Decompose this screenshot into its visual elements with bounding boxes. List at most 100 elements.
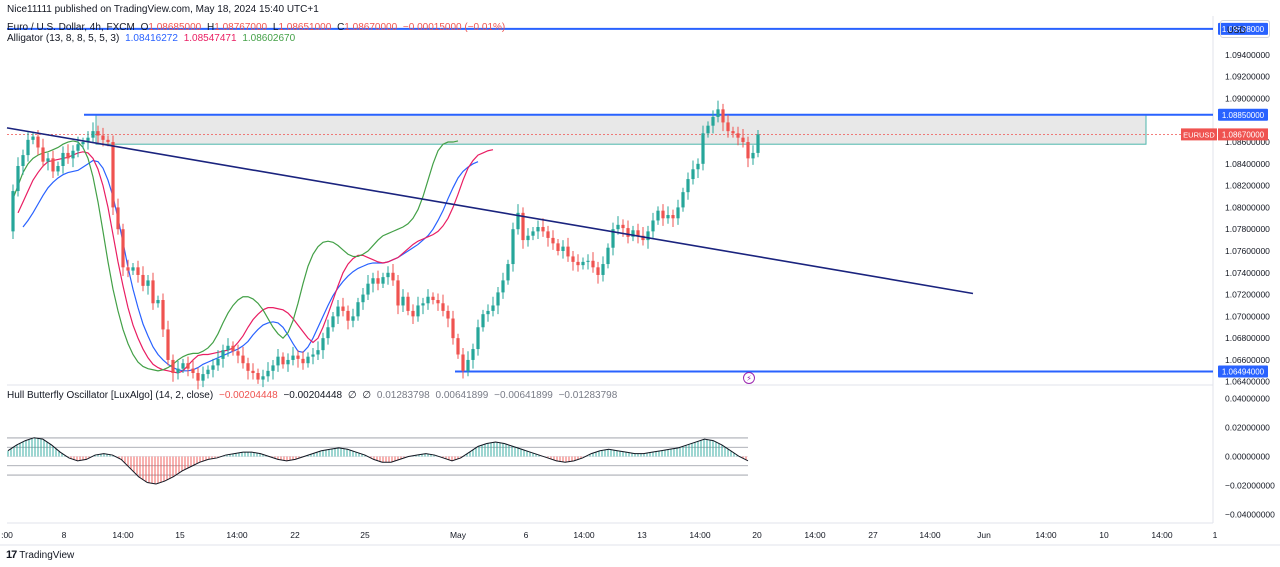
time-tick-label: 14:00 [1035, 530, 1057, 540]
price-tick-label: 1.08600000 [1225, 137, 1270, 147]
candle-body [346, 310, 350, 321]
candle-body [301, 358, 305, 364]
candle-body [591, 260, 595, 268]
level-price-badge [1218, 108, 1268, 121]
candle-body [351, 316, 355, 321]
candle-body [421, 303, 425, 306]
time-tick-label: 25 [360, 530, 370, 540]
candle-body [136, 267, 140, 275]
candle-body [426, 296, 430, 304]
candle-body [476, 327, 480, 350]
candle-body [256, 373, 260, 380]
candle-body [626, 228, 630, 237]
candle-body [276, 356, 280, 366]
candle-body [131, 267, 135, 271]
candle-body [51, 158, 55, 172]
oscillator-tick-label: 0.02000000 [1225, 423, 1270, 433]
candle-body [296, 355, 300, 359]
candle-body [436, 300, 440, 304]
alligator-jaw-value: 1.08416272 [125, 33, 178, 44]
candle-body [506, 264, 510, 281]
time-tick-label: 14:00 [689, 530, 711, 540]
candle-body [261, 376, 265, 380]
time-tick-label: 14:00 [573, 530, 595, 540]
candle-body [331, 316, 335, 328]
candle-body [176, 368, 180, 374]
branding-text: TradingView [19, 549, 75, 561]
candle-body [526, 235, 530, 241]
oscillator-value-6: −0.01283798 [558, 390, 618, 401]
candle-body [106, 139, 110, 143]
oscillator-value-3: 0.01283798 [376, 390, 430, 401]
candle-body [201, 374, 205, 381]
candle-body [156, 300, 160, 304]
candle-body [291, 355, 295, 360]
last-price-badge [1218, 128, 1268, 141]
tradingview-logo-icon: 17 [6, 549, 17, 561]
candle-body [411, 310, 415, 317]
candle-body [191, 368, 195, 374]
candle-body [546, 231, 550, 238]
candle-body [636, 230, 640, 236]
tradingview-branding[interactable]: 17 TradingView [6, 549, 74, 561]
time-tick-label: 14:00 [1151, 530, 1173, 540]
candle-body [616, 224, 620, 230]
price-tick-label: 1.07200000 [1225, 290, 1270, 300]
candle-body [41, 147, 45, 162]
level-price-label: 1.08850000 [1222, 111, 1265, 120]
candle-body [631, 230, 635, 237]
candle-body [251, 370, 255, 374]
candle-body [701, 133, 705, 164]
candle-body [681, 192, 685, 208]
candle-body [36, 136, 40, 148]
alligator-jaw-line [22, 159, 479, 372]
candle-body [61, 152, 65, 166]
candle-body [441, 303, 445, 311]
price-tick-label: 1.09000000 [1225, 93, 1270, 103]
oscillator-legend[interactable]: Hull Butterfly Oscillator [LuxAlgo] (14,… [7, 390, 620, 401]
time-tick-label: 14:00 [919, 530, 941, 540]
oscillator-line [7, 437, 749, 485]
candle-body [306, 356, 310, 364]
candle-body [501, 280, 505, 293]
candle-body [266, 370, 270, 377]
time-tick-label: 22 [290, 530, 300, 540]
symbol-badge [1181, 128, 1217, 141]
candle-body [196, 373, 200, 381]
time-tick-label: 27 [868, 530, 878, 540]
candle-body [286, 359, 290, 365]
resistance-zone [95, 114, 1147, 145]
symbol-badge-label: EURUSD [1183, 130, 1215, 139]
candle-body [696, 163, 700, 170]
ohlc-close: 1.08670000 [344, 22, 398, 33]
time-tick-label: 15 [175, 530, 185, 540]
time-tick-label: 6 [524, 530, 529, 540]
time-tick-label: 14:00 [804, 530, 826, 540]
candle-body [381, 277, 385, 284]
oscillator-value-2: −0.00204448 [283, 390, 343, 401]
candle-body [11, 191, 15, 232]
level-price-label: 1.09638000 [1222, 25, 1265, 34]
currency-button[interactable]: USD [1220, 20, 1270, 38]
candle-body [241, 355, 245, 364]
candle-body [326, 327, 330, 339]
candle-body [141, 274, 145, 286]
price-tick-label: 1.08200000 [1225, 181, 1270, 191]
alligator-lips-line [12, 140, 459, 372]
candle-body [536, 227, 540, 232]
price-tick-label: 1.09400000 [1225, 50, 1270, 60]
price-tick-label: 1.07600000 [1225, 246, 1270, 256]
candle-body [451, 318, 455, 339]
candle-body [651, 220, 655, 232]
alligator-legend[interactable]: Alligator (13, 8, 8, 5, 5, 3) 1.08416272… [7, 33, 298, 44]
candle-body [271, 365, 275, 371]
candle-body [731, 131, 735, 134]
candle-body [406, 296, 410, 311]
candle-body [431, 296, 435, 301]
oscillator-value-4: 0.00641899 [435, 390, 489, 401]
candle-body [341, 306, 345, 311]
null-icon: ∅ [362, 390, 372, 401]
candle-body [601, 264, 605, 275]
candle-body [66, 152, 70, 159]
candle-body [16, 166, 20, 192]
